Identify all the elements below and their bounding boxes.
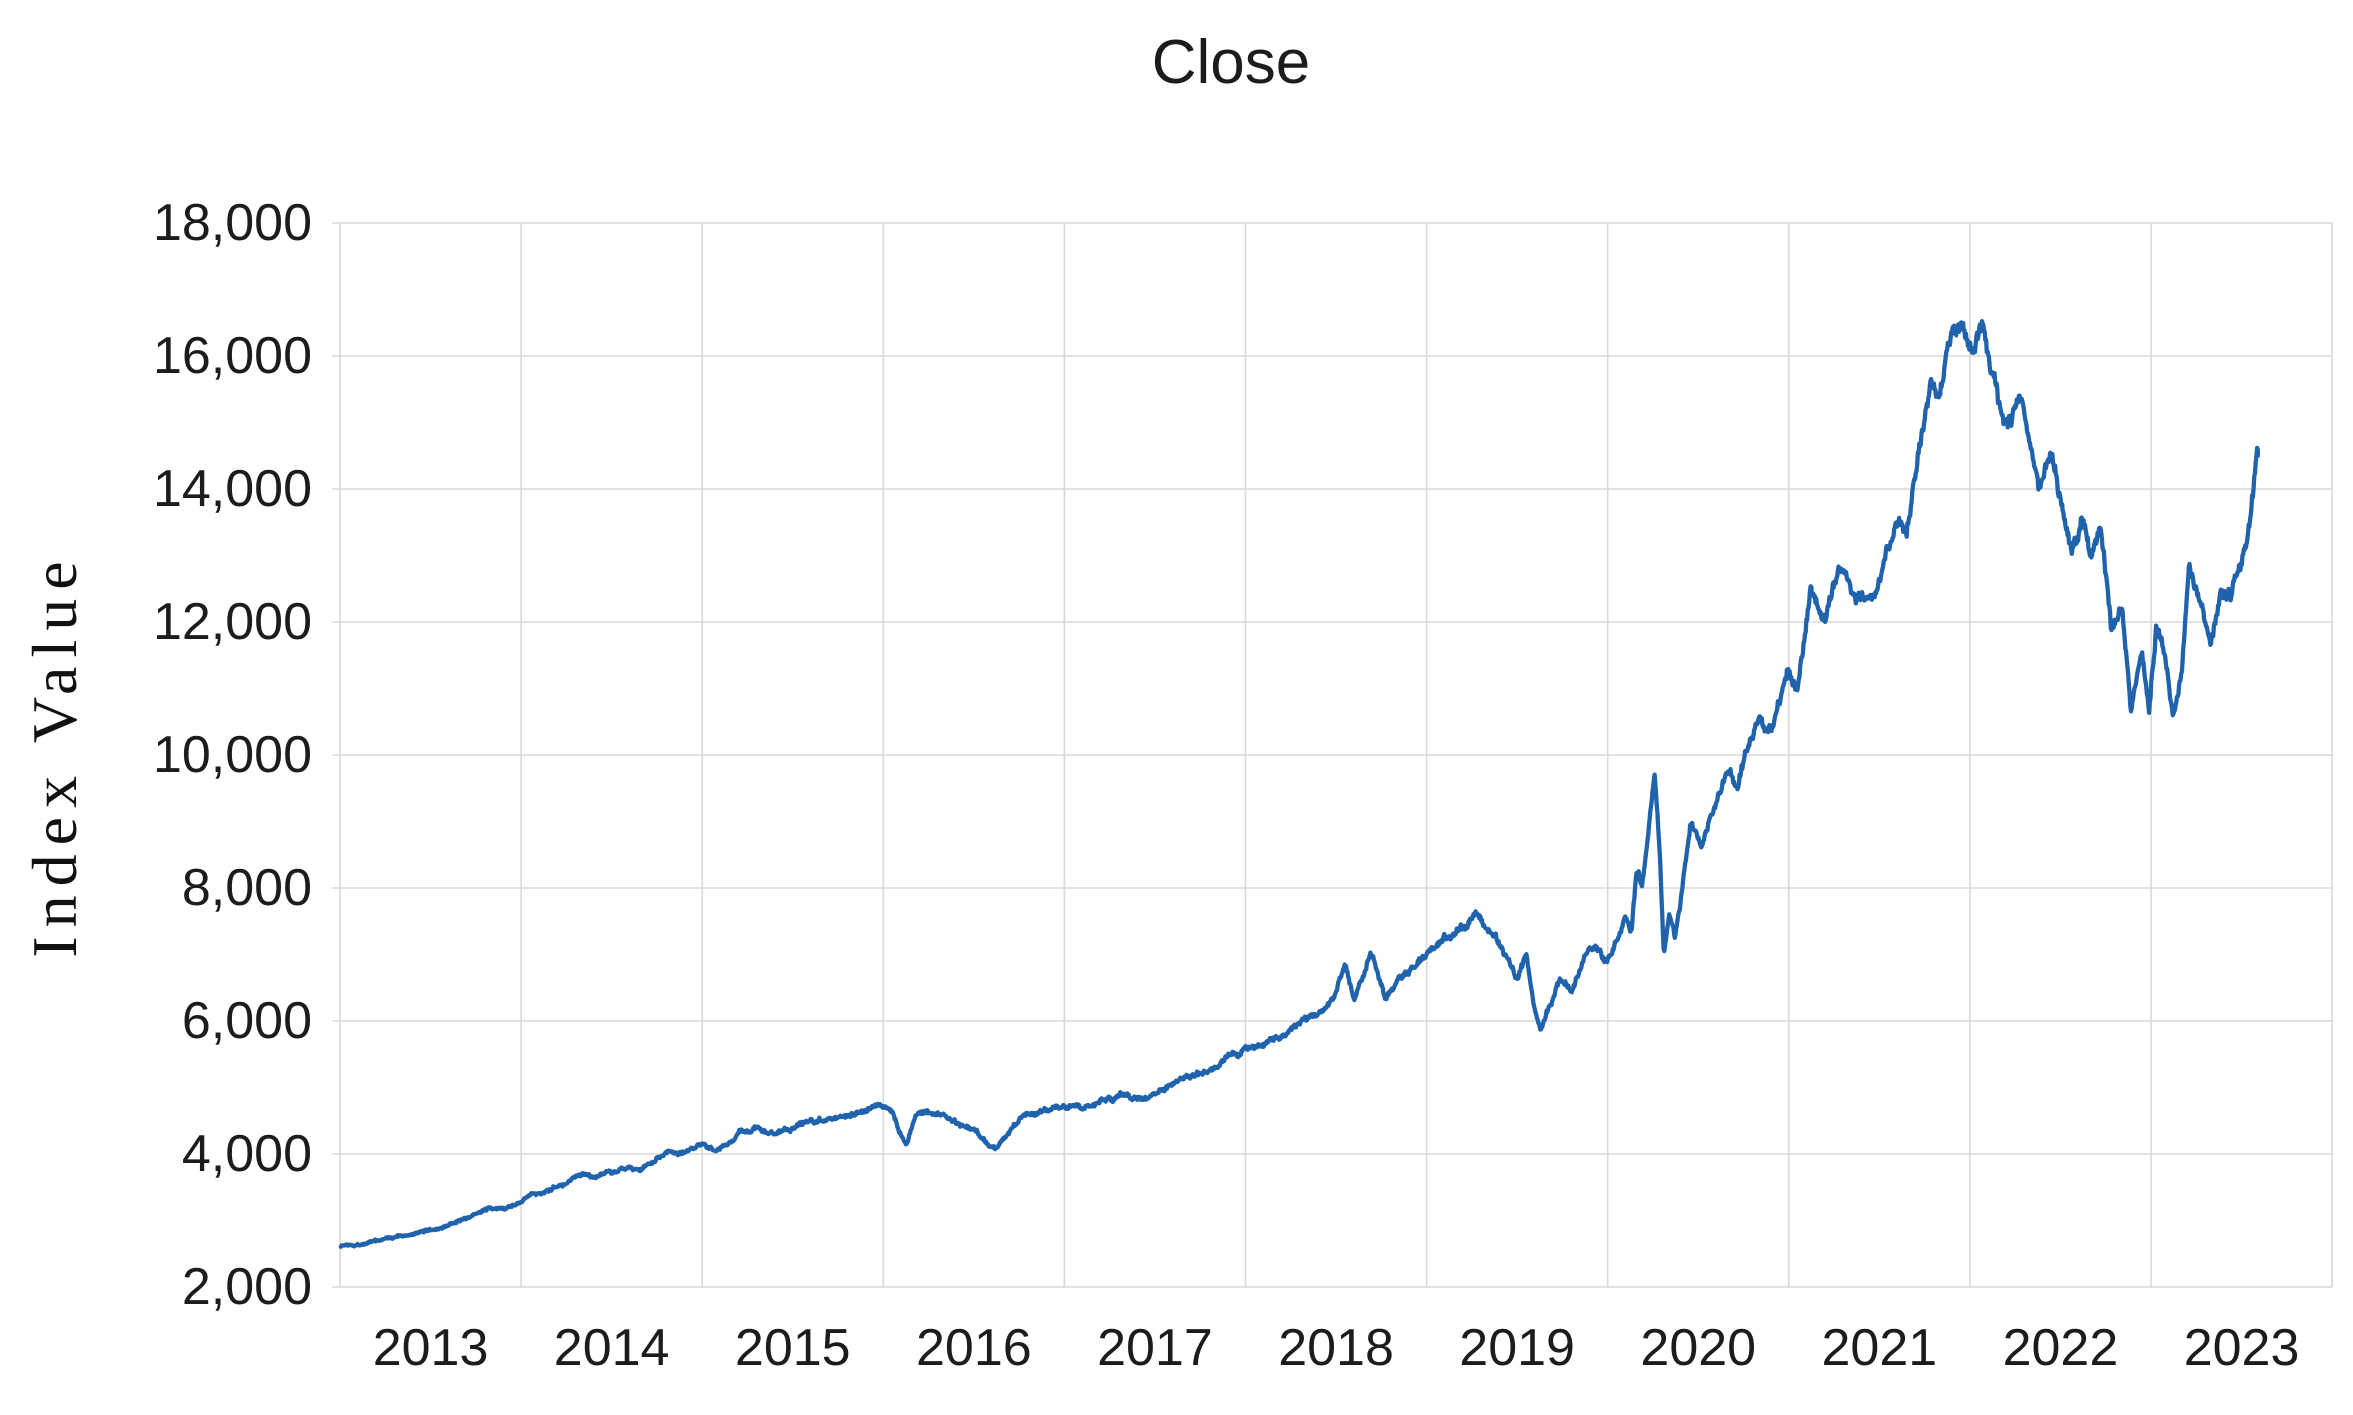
y-tick-label: 4,000: [181, 1125, 312, 1183]
y-tick-label: 18,000: [152, 194, 312, 252]
x-tick-label: 2020: [1640, 1319, 1757, 1377]
x-tick-label: 2018: [1278, 1319, 1394, 1377]
gridlines: [332, 222, 2333, 1288]
y-tick-label: 14,000: [152, 460, 312, 518]
x-tick-label: 2019: [1459, 1319, 1575, 1377]
x-tick-label: 2015: [734, 1319, 851, 1377]
x-tick-label: 2021: [1821, 1319, 1938, 1377]
chart-title: Close: [1151, 28, 1311, 97]
y-tick-label: 10,000: [152, 726, 312, 784]
y-tick-label: 6,000: [181, 992, 312, 1050]
x-tick-label: 2022: [2002, 1319, 2119, 1377]
x-tick-label: 2014: [553, 1319, 670, 1377]
x-tick-label: 2017: [1097, 1319, 1213, 1377]
close-series-line: [338, 318, 2260, 1249]
x-tick-label: 2013: [372, 1319, 489, 1377]
y-tick-label: 16,000: [152, 327, 312, 385]
y-tick-label: 8,000: [181, 859, 312, 917]
x-tick-label: 2023: [2183, 1319, 2300, 1377]
y-tick-label: 12,000: [152, 593, 312, 651]
y-tick-label: 2,000: [181, 1258, 312, 1316]
x-tick-label: 2016: [916, 1319, 1032, 1377]
